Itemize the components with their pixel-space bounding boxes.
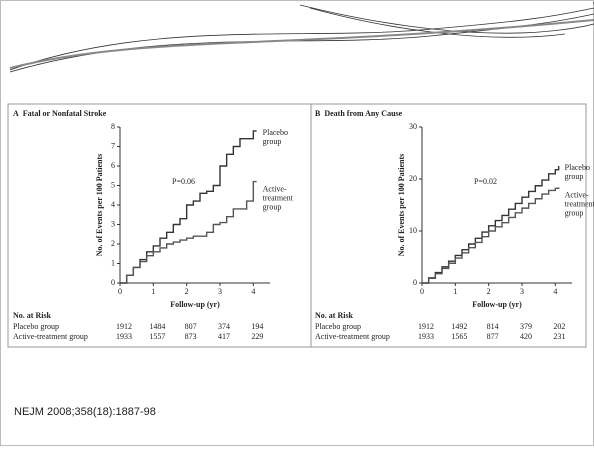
legend-label-line: treatment	[565, 199, 594, 208]
x-tick-label: 3	[520, 287, 524, 296]
legend-label: Active-treatment group	[565, 190, 594, 217]
y-tick-label: 4	[111, 200, 115, 209]
series-line	[120, 180, 257, 284]
series-line	[120, 130, 257, 284]
x-tick-label: 0	[420, 287, 424, 296]
y-tick-label: 1	[111, 258, 115, 267]
legend-label-line: group	[263, 202, 282, 211]
legend-label: Placebo group	[565, 163, 590, 181]
risk-value: 1565	[451, 332, 467, 341]
y-tick-label: 2	[111, 239, 115, 248]
risk-value: 807	[185, 322, 197, 331]
panel-title: A Fatal or Nonfatal Stroke	[13, 109, 107, 118]
risk-value: 1912	[418, 322, 434, 331]
x-tick-label: 0	[118, 287, 122, 296]
risk-value: 202	[553, 322, 565, 331]
y-tick-label: 5	[111, 180, 115, 189]
legend-label-line: group	[565, 172, 584, 181]
x-tick-label: 3	[218, 287, 222, 296]
x-tick-label: 2	[487, 287, 491, 296]
risk-value: 229	[251, 332, 263, 341]
p-value: P=0.06	[172, 177, 195, 186]
legend-label-line: treatment	[263, 193, 294, 202]
risk-value: 379	[520, 322, 532, 331]
y-tick-label: 8	[111, 122, 115, 131]
risk-value: 417	[218, 332, 230, 341]
risk-value: 1492	[451, 322, 467, 331]
panel-letter: B	[315, 109, 321, 118]
y-tick-label: 0	[413, 278, 417, 287]
y-axis-label: No. of Events per 100 Patients	[397, 154, 406, 257]
legend-label-line: Placebo	[565, 163, 590, 172]
y-tick-label: 3	[111, 219, 115, 228]
legend-label-line: Placebo	[263, 128, 288, 137]
legend-label: Placebo group	[263, 128, 288, 146]
panel-letter: A	[13, 109, 19, 118]
y-tick-label: 20	[409, 174, 417, 183]
risk-row-label: Active-treatment group	[13, 332, 88, 341]
risk-value: 873	[185, 332, 197, 341]
risk-value: 1912	[116, 322, 132, 331]
panel-title: B Death from Any Cause	[315, 109, 403, 118]
x-tick-label: 4	[251, 287, 255, 296]
risk-row-label: Placebo group	[13, 322, 59, 331]
risk-value: 1933	[418, 332, 434, 341]
y-tick-label: 10	[409, 226, 417, 235]
risk-value: 374	[218, 322, 230, 331]
risk-row-label: Active-treatment group	[315, 332, 390, 341]
risk-table-title: No. at Risk	[315, 311, 354, 320]
legend-label-line: Active-	[263, 184, 287, 193]
risk-table-title: No. at Risk	[13, 311, 52, 320]
y-tick-label: 0	[111, 278, 115, 287]
risk-value: 1484	[149, 322, 165, 331]
risk-value: 420	[520, 332, 532, 341]
x-axis-label: Follow-up (yr)	[472, 300, 522, 309]
legend-label-line: group	[263, 137, 282, 146]
risk-row-label: Placebo group	[315, 322, 361, 331]
y-tick-label: 6	[111, 161, 115, 170]
y-axis-label: No. of Events per 100 Patients	[95, 154, 104, 257]
decoration	[9, 1, 594, 73]
legend-label: Active-treatment group	[263, 184, 294, 211]
panel-title-text: Fatal or Nonfatal Stroke	[23, 109, 107, 118]
x-tick-label: 1	[453, 287, 457, 296]
risk-value: 1933	[116, 332, 132, 341]
risk-value: 1557	[149, 332, 165, 341]
panel-title-text: Death from Any Cause	[324, 109, 402, 118]
x-tick-label: 2	[185, 287, 189, 296]
y-tick-label: 30	[409, 122, 417, 131]
y-tick-label: 7	[111, 141, 115, 150]
x-tick-label: 1	[151, 287, 155, 296]
legend-label-line: Active-	[565, 190, 589, 199]
citation: NEJM 2008;358(18):1887-98	[14, 406, 156, 418]
series-line	[422, 187, 560, 284]
risk-value: 231	[553, 332, 565, 341]
risk-value: 814	[487, 322, 499, 331]
x-tick-label: 4	[553, 287, 557, 296]
p-value: P=0.02	[474, 177, 497, 186]
risk-value: 194	[251, 322, 263, 331]
risk-value: 877	[487, 332, 499, 341]
x-axis-label: Follow-up (yr)	[170, 300, 220, 309]
legend-label-line: group	[565, 208, 584, 217]
